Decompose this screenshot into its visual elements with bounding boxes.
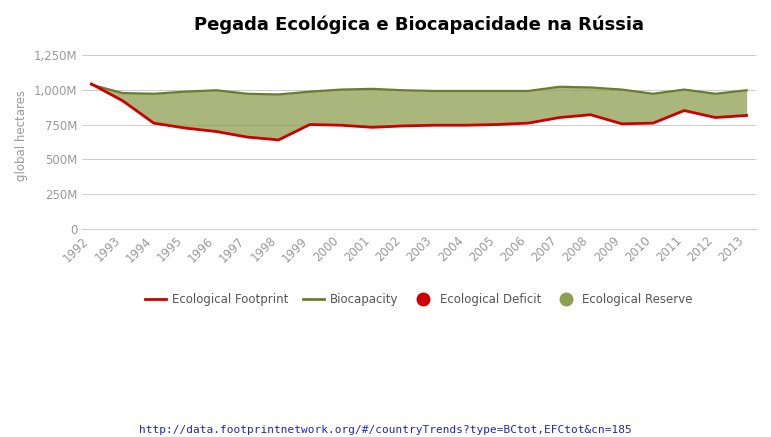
Text: http://data.footprintnetwork.org/#/countryTrends?type=BCtot,EFCtot&cn=185: http://data.footprintnetwork.org/#/count… <box>139 425 632 435</box>
Y-axis label: global hectares: global hectares <box>15 90 28 180</box>
Title: Pegada Ecológica e Biocapacidade na Rússia: Pegada Ecológica e Biocapacidade na Rúss… <box>194 15 644 34</box>
Legend: Ecological Footprint, Biocapacity, Ecological Deficit, Ecological Reserve: Ecological Footprint, Biocapacity, Ecolo… <box>140 288 698 310</box>
